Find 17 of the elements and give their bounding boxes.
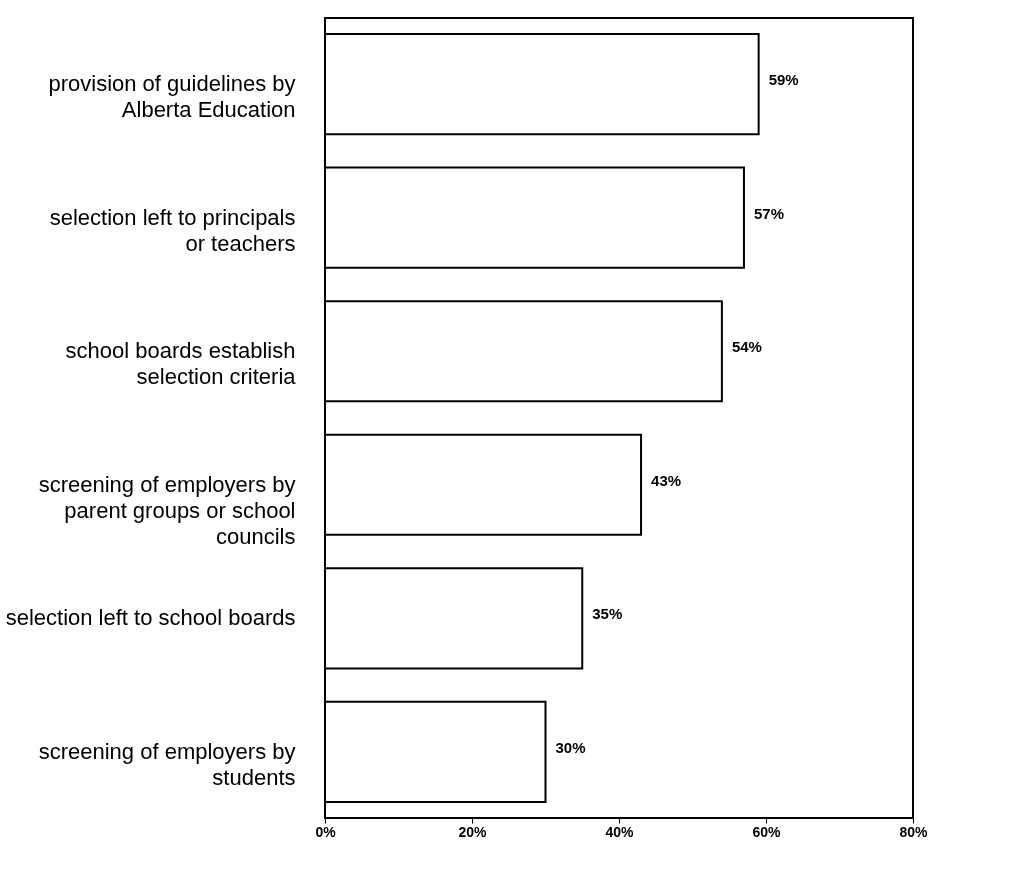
x-tick-label: 60% xyxy=(752,823,782,840)
data-label: 43% xyxy=(651,471,682,489)
y-tick-label: school boards establish selection criteria xyxy=(65,338,297,390)
y-tick-label: selection left to principals or teachers xyxy=(49,204,296,256)
data-label: 54% xyxy=(731,338,762,356)
y-tick-label: screening of employers by parent groups or school councils xyxy=(38,471,296,549)
x-tick-label: 40% xyxy=(605,823,635,840)
data-label: 30% xyxy=(555,738,586,756)
x-tick-label: 20% xyxy=(458,823,488,840)
x-tick-label: 0% xyxy=(315,823,337,840)
y-tick-label: provision of guidelines by Alberta Education xyxy=(48,71,296,123)
y-tick-label: selection left to school boards xyxy=(5,605,296,631)
data-label: 59% xyxy=(768,71,799,89)
y-tick-label: screening of employers by students xyxy=(38,738,296,790)
x-tick-label: 80% xyxy=(899,823,929,840)
data-label: 57% xyxy=(753,204,784,222)
data-label: 35% xyxy=(592,605,623,623)
